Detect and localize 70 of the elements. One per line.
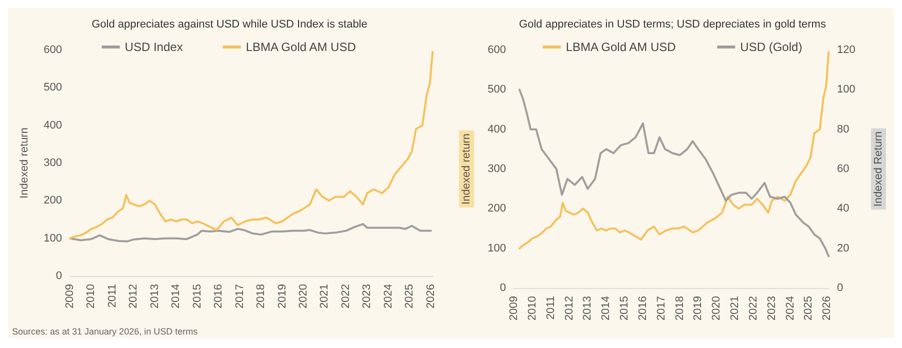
y2-tick-label: 120 bbox=[837, 44, 856, 56]
y-tick-label: 0 bbox=[500, 282, 506, 294]
y-tick-label: 100 bbox=[488, 242, 506, 254]
legend-label: LBMA Gold AM USD bbox=[246, 40, 356, 54]
y2-tick-label: 100 bbox=[837, 84, 856, 96]
x-tick-label: 2026 bbox=[424, 284, 437, 308]
x-tick-label: 2018 bbox=[255, 284, 268, 308]
y-tick-label: 400 bbox=[488, 123, 506, 136]
legend-label: LBMA Gold AM USD bbox=[566, 40, 676, 54]
x-tick-label: 2024 bbox=[784, 296, 796, 320]
x-tick-label: 2015 bbox=[618, 296, 631, 320]
y-tick-label: 200 bbox=[488, 202, 506, 215]
x-tick-label: 2021 bbox=[729, 296, 742, 320]
source-note: Sources: as at 31 January 2026, in USD terms bbox=[12, 326, 198, 336]
x-tick-label: 2026 bbox=[821, 296, 834, 320]
x-tick-label: 2019 bbox=[276, 284, 288, 308]
x-tick-label: 2018 bbox=[674, 296, 686, 320]
chart-title: Gold appreciates in USD terms; USD depreciates in gold terms bbox=[519, 18, 826, 30]
x-tick-label: 2017 bbox=[234, 284, 246, 308]
x-tick-label: 2023 bbox=[766, 296, 778, 320]
legend-label: USD (Gold) bbox=[740, 40, 802, 54]
x-tick-label: 2013 bbox=[582, 296, 594, 320]
x-tick-label: 2025 bbox=[404, 284, 416, 308]
y-tick-label: 500 bbox=[44, 82, 62, 94]
y2-tick-label: 60 bbox=[837, 163, 850, 175]
line-series bbox=[69, 50, 434, 240]
y-tick-label: 200 bbox=[44, 194, 62, 207]
y-tick-label: 300 bbox=[44, 157, 62, 169]
y2-tick-label: 40 bbox=[837, 202, 850, 215]
y-tick-label: 300 bbox=[488, 163, 506, 175]
x-tick-label: 2020 bbox=[710, 296, 723, 320]
x-tick-label: 2025 bbox=[802, 296, 815, 320]
x-tick-label: 2010 bbox=[85, 284, 98, 308]
chart-title: Gold appreciates against USD while USD Index is stable bbox=[92, 18, 368, 30]
x-tick-label: 2015 bbox=[191, 284, 204, 308]
line-series bbox=[518, 88, 830, 258]
x-tick-label: 2012 bbox=[563, 296, 576, 320]
y-tick-label: 100 bbox=[44, 232, 62, 244]
x-tick-label: 2010 bbox=[526, 296, 538, 320]
x-tick-label: 2011 bbox=[544, 296, 557, 320]
x-tick-label: 2014 bbox=[170, 284, 182, 308]
x-tick-label: 2011 bbox=[106, 284, 118, 308]
x-tick-label: 2009 bbox=[508, 296, 520, 320]
x-tick-label: 2017 bbox=[655, 296, 668, 320]
legend-label: USD Index bbox=[124, 40, 183, 54]
x-tick-label: 2019 bbox=[692, 296, 704, 320]
y2-tick-label: 0 bbox=[837, 282, 844, 294]
y-axis-title: Indexed return bbox=[18, 128, 30, 198]
y-tick-label: 500 bbox=[488, 84, 506, 96]
y2-axis-title: Indexed Return bbox=[872, 131, 884, 207]
x-tick-label: 2022 bbox=[340, 284, 352, 308]
x-tick-label: 2020 bbox=[298, 284, 310, 308]
y-tick-label: 600 bbox=[488, 44, 506, 56]
x-tick-label: 2013 bbox=[148, 284, 161, 308]
x-tick-label: 2023 bbox=[361, 284, 374, 308]
y2-tick-label: 20 bbox=[837, 242, 850, 254]
x-tick-label: 2014 bbox=[600, 296, 612, 320]
y2-tick-label: 80 bbox=[837, 123, 850, 136]
x-tick-label: 2012 bbox=[128, 284, 140, 308]
x-tick-label: 2022 bbox=[747, 296, 760, 320]
x-tick-label: 2009 bbox=[64, 284, 76, 308]
x-tick-label: 2016 bbox=[212, 284, 225, 308]
x-tick-label: 2021 bbox=[318, 284, 331, 308]
y-tick-label: 600 bbox=[44, 44, 62, 56]
y-axis-title: Indexed return bbox=[460, 134, 472, 204]
y-tick-label: 400 bbox=[44, 119, 62, 132]
x-tick-label: 2016 bbox=[636, 296, 649, 320]
line-series bbox=[69, 223, 432, 242]
y-tick-label: 0 bbox=[56, 270, 62, 282]
x-tick-label: 2024 bbox=[382, 284, 394, 308]
